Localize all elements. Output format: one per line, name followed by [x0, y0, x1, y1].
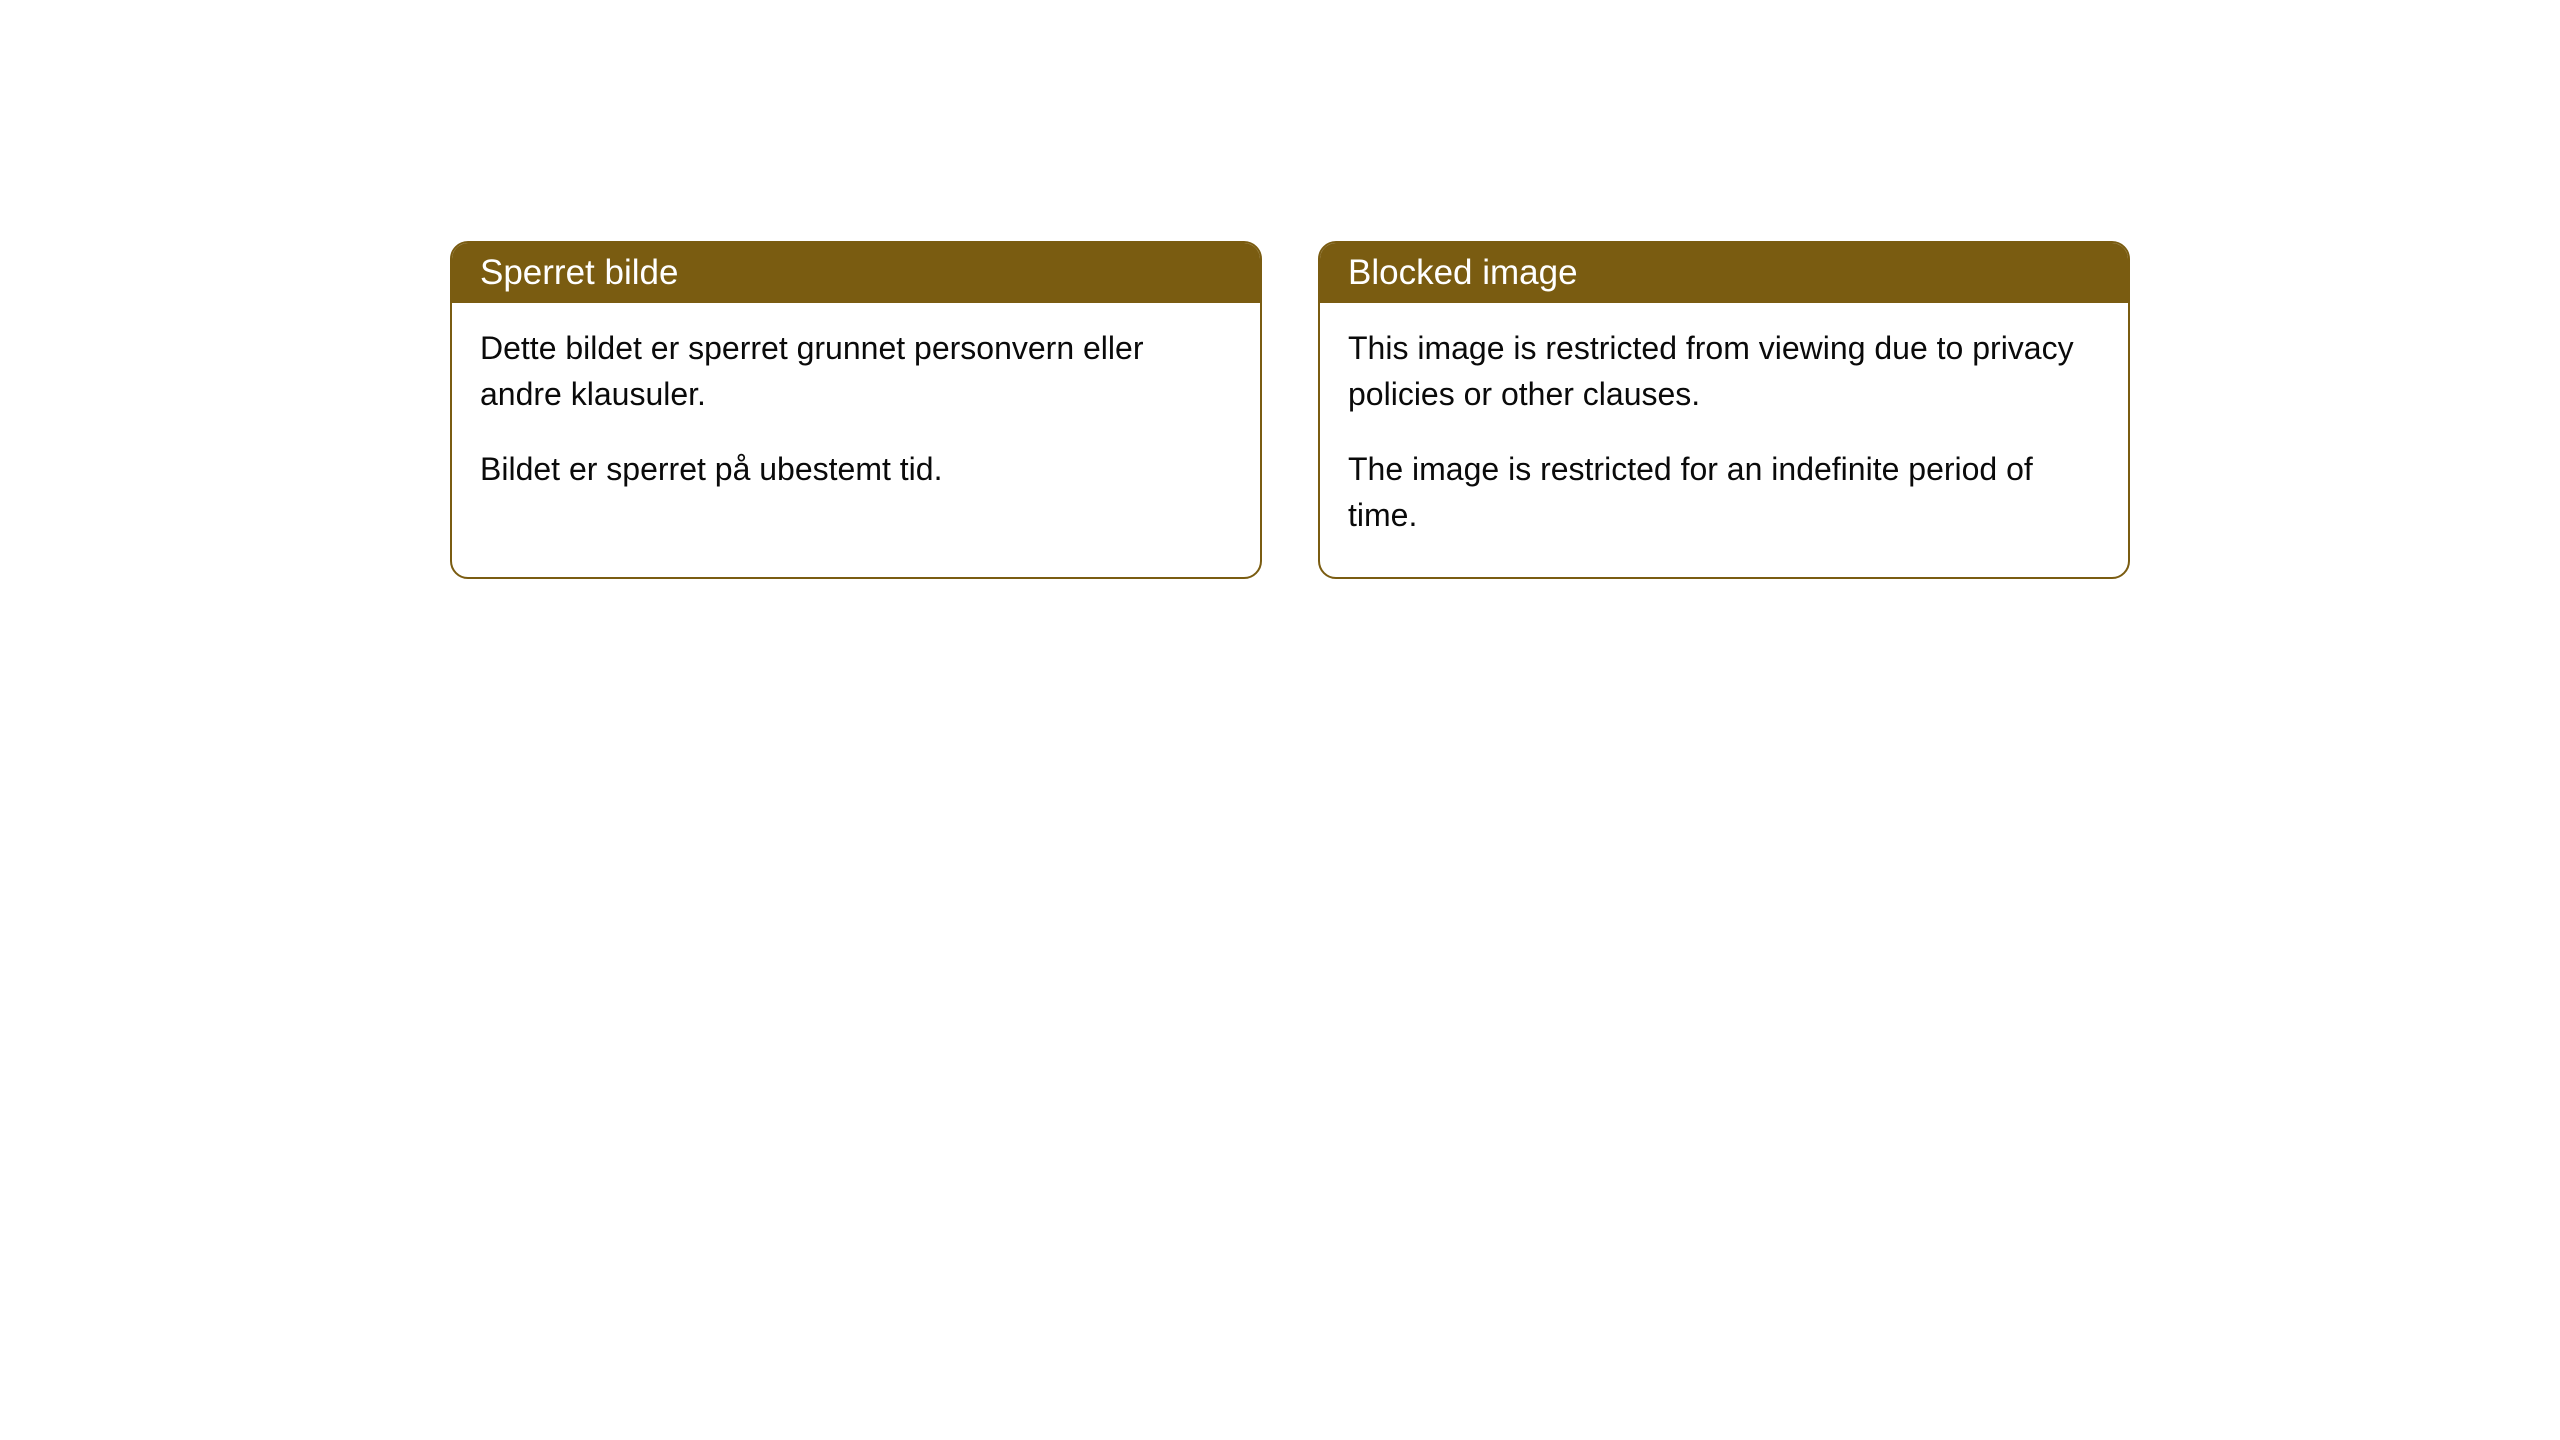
notice-container: Sperret bilde Dette bildet er sperret gr…: [450, 241, 2130, 579]
notice-paragraph: Bildet er sperret på ubestemt tid.: [480, 446, 1232, 492]
notice-card-english: Blocked image This image is restricted f…: [1318, 241, 2130, 579]
notice-body-english: This image is restricted from viewing du…: [1320, 303, 2128, 577]
notice-paragraph: Dette bildet er sperret grunnet personve…: [480, 325, 1232, 418]
notice-paragraph: The image is restricted for an indefinit…: [1348, 446, 2100, 539]
notice-header-english: Blocked image: [1320, 243, 2128, 303]
notice-header-norwegian: Sperret bilde: [452, 243, 1260, 303]
notice-body-norwegian: Dette bildet er sperret grunnet personve…: [452, 303, 1260, 530]
notice-paragraph: This image is restricted from viewing du…: [1348, 325, 2100, 418]
notice-card-norwegian: Sperret bilde Dette bildet er sperret gr…: [450, 241, 1262, 579]
